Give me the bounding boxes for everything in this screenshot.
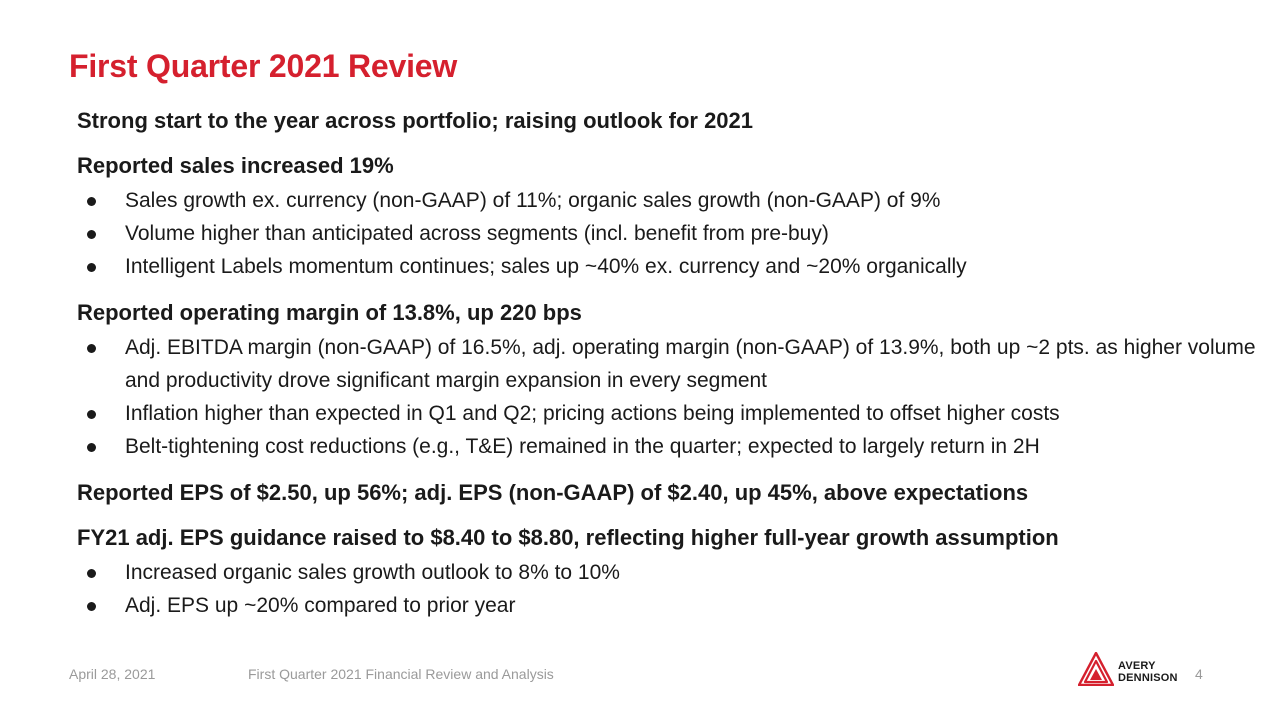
section-heading: Reported sales increased 19% [77, 153, 394, 178]
page-number: 4 [1195, 666, 1203, 682]
section-margin: Reported operating margin of 13.8%, up 2… [77, 298, 1257, 463]
company-logo: AVERY DENNISON [1078, 650, 1184, 688]
bullet-text: Volume higher than anticipated across se… [125, 222, 829, 245]
bullet-text: Inflation higher than expected in Q1 and… [125, 402, 1060, 425]
bullet-item: Intelligent Labels momentum continues; s… [77, 250, 1257, 283]
footer-title: First Quarter 2021 Financial Review and … [248, 666, 554, 682]
logo-line-1: AVERY [1118, 660, 1156, 672]
logo-wordmark: AVERY DENNISON [1118, 660, 1178, 684]
bullet-item: Inflation higher than expected in Q1 and… [77, 397, 1257, 430]
bullet-text: Intelligent Labels momentum continues; s… [125, 255, 967, 278]
bullet-dot-icon [87, 263, 96, 272]
section-heading: Strong start to the year across portfoli… [77, 108, 754, 133]
bullet-text: Adj. EPS up ~20% compared to prior year [125, 594, 516, 617]
bullet-item: Belt-tightening cost reductions (e.g., T… [77, 430, 1257, 463]
section-sales: Reported sales increased 19% Sales growt… [77, 151, 1257, 283]
section-overview: Strong start to the year across portfoli… [77, 106, 1257, 136]
bullet-list: Sales growth ex. currency (non-GAAP) of … [77, 184, 1257, 283]
bullet-item: Increased organic sales growth outlook t… [77, 556, 1257, 589]
bullet-text: Increased organic sales growth outlook t… [125, 561, 620, 584]
bullet-dot-icon [87, 569, 96, 578]
bullet-item: Volume higher than anticipated across se… [77, 217, 1257, 250]
bullet-text: Adj. EBITDA margin (non-GAAP) of 16.5%, … [125, 336, 1256, 392]
bullet-dot-icon [87, 197, 96, 206]
section-guidance: FY21 adj. EPS guidance raised to $8.40 t… [77, 523, 1257, 622]
bullet-item: Adj. EBITDA margin (non-GAAP) of 16.5%, … [77, 331, 1257, 397]
section-eps: Reported EPS of $2.50, up 56%; adj. EPS … [77, 478, 1257, 508]
bullet-list: Increased organic sales growth outlook t… [77, 556, 1257, 622]
bullet-dot-icon [87, 410, 96, 419]
footer-date: April 28, 2021 [69, 666, 156, 682]
slide-content: Strong start to the year across portfoli… [77, 106, 1257, 622]
avery-dennison-logo-icon [1078, 652, 1114, 686]
bullet-list: Adj. EBITDA margin (non-GAAP) of 16.5%, … [77, 331, 1257, 463]
section-heading: Reported EPS of $2.50, up 56%; adj. EPS … [77, 480, 1029, 505]
section-heading: FY21 adj. EPS guidance raised to $8.40 t… [77, 525, 1059, 550]
bullet-item: Adj. EPS up ~20% compared to prior year [77, 589, 1257, 622]
bullet-item: Sales growth ex. currency (non-GAAP) of … [77, 184, 1257, 217]
bullet-dot-icon [87, 443, 96, 452]
logo-line-2: DENNISON [1118, 672, 1178, 684]
bullet-dot-icon [87, 230, 96, 239]
bullet-dot-icon [87, 344, 96, 353]
bullet-text: Belt-tightening cost reductions (e.g., T… [125, 435, 1040, 458]
bullet-dot-icon [87, 602, 96, 611]
slide-title: First Quarter 2021 Review [69, 48, 458, 84]
bullet-text: Sales growth ex. currency (non-GAAP) of … [125, 189, 941, 212]
section-heading: Reported operating margin of 13.8%, up 2… [77, 300, 582, 325]
